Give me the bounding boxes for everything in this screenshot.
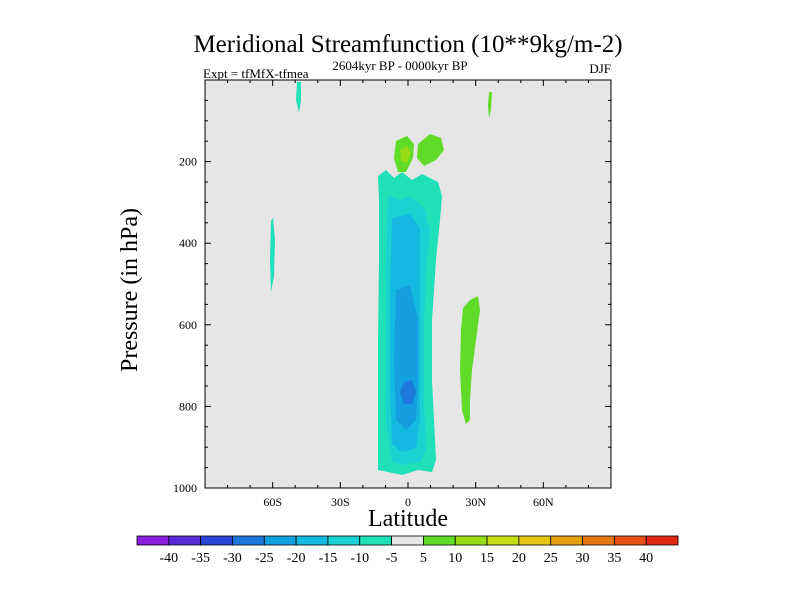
- colorbar-box: [454, 535, 488, 546]
- colorbar-label: 20: [512, 551, 526, 566]
- colorbar-box: [136, 535, 170, 546]
- colorbar-label: -20: [287, 551, 306, 566]
- chart-subtitle-center: 2604kyr BP - 0000kyr BP: [332, 58, 467, 73]
- contour-fills: [270, 82, 492, 475]
- colorbar-box: [232, 535, 265, 546]
- colorbar-box: [168, 535, 202, 546]
- colorbar-box: [423, 535, 456, 546]
- colorbar-box: [645, 535, 679, 546]
- upper-nh-sliver: [488, 92, 492, 118]
- x-tick-label: 30N: [465, 495, 486, 509]
- colorbar-box: [613, 535, 647, 546]
- colorbar-box: [359, 535, 392, 546]
- chart-title: Meridional Streamfunction (10**9kg/m-2): [193, 31, 622, 58]
- chart-subtitle-left: Expt = tfMfX-tfmea: [203, 66, 309, 81]
- colorbar-box: [518, 535, 552, 546]
- colorbar-box: [582, 535, 615, 546]
- colorbar-label: 10: [448, 551, 462, 566]
- colorbar-label: 40: [639, 551, 653, 566]
- colorbar-box: [391, 535, 424, 546]
- colorbar-label: 25: [544, 551, 558, 566]
- upper-positive-right: [417, 134, 444, 166]
- y-axis-label: Pressure (in hPa): [117, 208, 143, 372]
- y-tick-label: 800: [179, 399, 197, 413]
- colorbar-box: [263, 535, 297, 546]
- colorbar-label: -35: [191, 551, 210, 566]
- y-tick-label: 600: [179, 318, 197, 332]
- colorbar-label: -10: [350, 551, 369, 566]
- y-tick-label: 1000: [173, 481, 197, 495]
- colorbar-box: [327, 535, 361, 546]
- sh-cell-level-minus25: [400, 380, 416, 404]
- colorbar-label: 15: [480, 551, 494, 566]
- colorbar-label: -25: [255, 551, 274, 566]
- x-tick-label: 30S: [331, 495, 350, 509]
- chart-subtitle-right: DJF: [589, 61, 611, 76]
- colorbar: -40 -35 -30 -25 -20 -15 -10 -5 5 10 15 20 25 30 35 40: [136, 535, 679, 566]
- x-tick-label: 0: [405, 495, 411, 509]
- y-tick-label: 400: [179, 236, 197, 250]
- x-axis-label: Latitude: [368, 506, 448, 532]
- x-tick-label: 60S: [263, 495, 282, 509]
- colorbar-label: -15: [319, 551, 338, 566]
- y-axis: 200 400 600 800 1000: [173, 99, 611, 495]
- colorbar-box: [295, 535, 329, 546]
- colorbar-label: 30: [576, 551, 590, 566]
- sh-midlat-sliver: [270, 218, 275, 292]
- x-axis: 60S 30S 0 30N 60N: [227, 80, 589, 509]
- colorbar-label: -5: [386, 551, 398, 566]
- colorbar-box: [486, 535, 520, 546]
- colorbar-label: 5: [420, 551, 427, 566]
- colorbar-box: [200, 535, 233, 546]
- sh-cell-level-minus20: [394, 285, 418, 430]
- tropical-positive: [460, 296, 480, 424]
- y-tick-label: 200: [179, 155, 197, 169]
- colorbar-label: -30: [223, 551, 242, 566]
- colorbar-label: 35: [607, 551, 621, 566]
- upper-positive-core: [400, 146, 411, 163]
- colorbar-label: -40: [159, 551, 178, 566]
- x-tick-label: 60N: [533, 495, 554, 509]
- colorbar-box: [550, 535, 583, 546]
- upper-sh-sliver: [296, 82, 301, 113]
